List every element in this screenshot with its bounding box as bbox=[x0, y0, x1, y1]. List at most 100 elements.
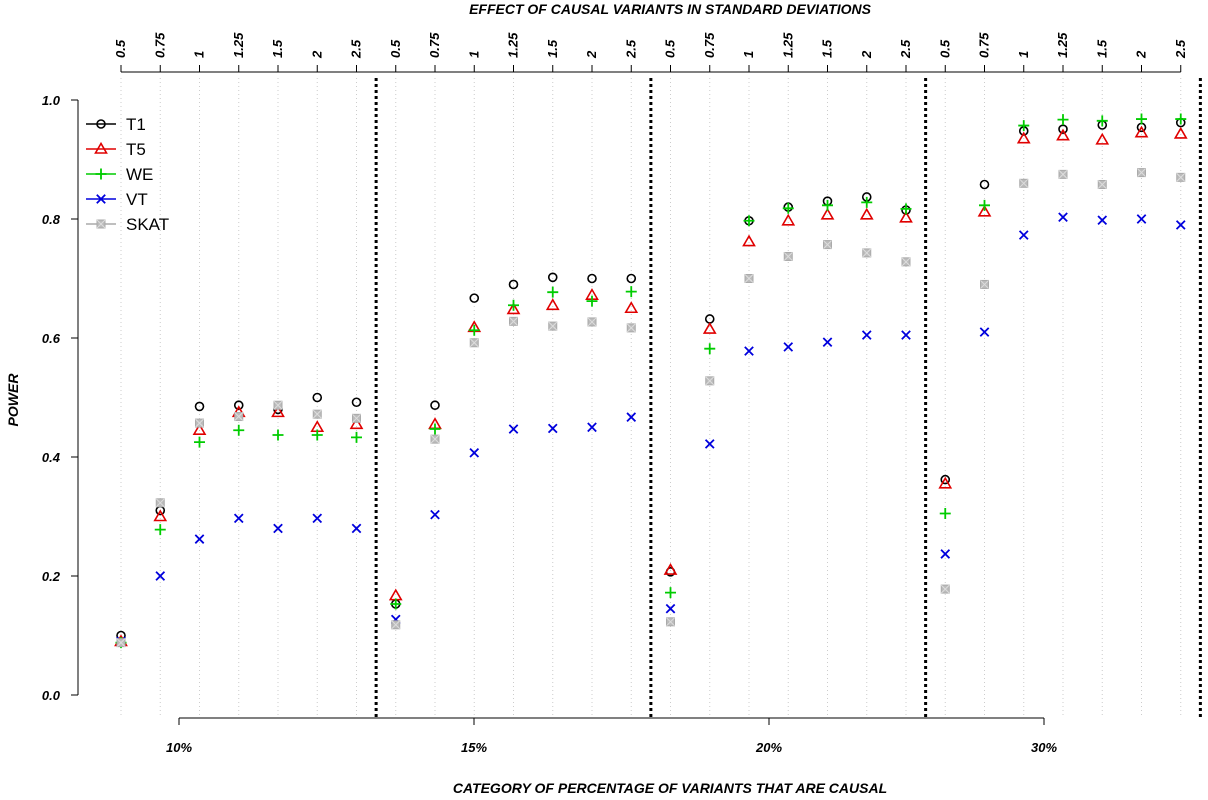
point-vt bbox=[312, 513, 323, 524]
point-vt bbox=[626, 412, 637, 422]
legend-marker-vt bbox=[96, 194, 106, 204]
top-tick-label: 1.25 bbox=[780, 32, 795, 58]
x-axis-title: CATEGORY OF PERCENTAGE OF VARIANTS THAT … bbox=[453, 780, 887, 796]
point-t5 bbox=[624, 301, 639, 314]
point-vt bbox=[469, 447, 480, 458]
point-vt bbox=[508, 424, 519, 434]
top-tick-label: 1.5 bbox=[545, 39, 560, 58]
y-tick-label: 1.0 bbox=[42, 93, 61, 108]
point-skat bbox=[666, 617, 675, 627]
point-t5 bbox=[781, 213, 796, 226]
point-skat bbox=[1058, 169, 1068, 179]
top-tick-label: 0.5 bbox=[937, 39, 952, 58]
x-tick-label: 20% bbox=[755, 740, 782, 755]
point-vt bbox=[1136, 214, 1147, 224]
y-tick-label: 0.4 bbox=[42, 450, 61, 465]
top-tick-label: 1 bbox=[741, 51, 756, 58]
top-tick-label: 1.5 bbox=[270, 39, 285, 58]
point-we bbox=[468, 324, 480, 336]
y-axis-title: POWER bbox=[5, 373, 21, 427]
top-tick-label: 0.5 bbox=[388, 39, 403, 58]
point-we bbox=[1096, 115, 1108, 127]
point-vt bbox=[704, 439, 715, 449]
point-skat bbox=[1097, 179, 1107, 189]
point-we bbox=[939, 508, 951, 520]
point-skat bbox=[548, 321, 558, 331]
point-vt bbox=[547, 423, 558, 434]
point-t1 bbox=[351, 397, 362, 408]
point-t5 bbox=[702, 321, 717, 334]
point-we bbox=[900, 203, 912, 215]
top-tick-label: 1 bbox=[1016, 51, 1031, 58]
point-we bbox=[272, 429, 284, 441]
y-tick-label: 0.0 bbox=[42, 688, 61, 703]
point-skat bbox=[626, 323, 636, 333]
point-t1 bbox=[940, 474, 951, 485]
point-we bbox=[861, 196, 873, 208]
legend-label-we: WE bbox=[126, 165, 153, 184]
point-t5 bbox=[1173, 126, 1188, 139]
point-skat bbox=[469, 338, 479, 348]
point-skat bbox=[352, 413, 361, 423]
point-vt bbox=[233, 513, 244, 524]
point-we bbox=[233, 424, 245, 436]
legend-marker-t1 bbox=[96, 119, 106, 129]
axes: 0.5 0.75 1 1.25 1.5 2 2.5 0.5 0.75 1 1.25 1.5 2 2.5 0.… bbox=[42, 32, 1188, 755]
point-vt bbox=[587, 422, 597, 433]
top-axis-title: EFFECT OF CAUSAL VARIANTS IN STANDARD DE… bbox=[469, 1, 872, 17]
point-skat bbox=[116, 638, 126, 648]
point-vt bbox=[1018, 230, 1029, 240]
point-we bbox=[547, 286, 559, 298]
x-tick-label: 10% bbox=[166, 740, 192, 755]
point-we bbox=[782, 202, 794, 214]
point-skat bbox=[155, 498, 165, 508]
point-we bbox=[154, 524, 166, 536]
top-tick-label: 2 bbox=[309, 50, 324, 59]
point-t5 bbox=[820, 207, 835, 220]
point-t1 bbox=[626, 273, 637, 284]
point-t5 bbox=[349, 417, 364, 430]
top-tick-label: 2 bbox=[859, 50, 874, 59]
point-skat bbox=[783, 251, 793, 261]
top-tick-label: 0.5 bbox=[113, 39, 128, 58]
point-skat bbox=[823, 240, 832, 250]
x-tick-label: 30% bbox=[1031, 740, 1057, 755]
point-vt bbox=[1175, 220, 1186, 230]
top-tick-label: 0.5 bbox=[663, 39, 678, 58]
point-vt bbox=[744, 346, 754, 356]
point-skat bbox=[901, 257, 911, 267]
point-t5 bbox=[1016, 131, 1031, 144]
point-t5 bbox=[506, 302, 521, 315]
point-vt bbox=[783, 342, 794, 352]
top-tick-label: 2.5 bbox=[898, 39, 913, 59]
legend-label-vt: VT bbox=[126, 190, 148, 209]
point-vt bbox=[1097, 215, 1108, 226]
point-skat bbox=[430, 434, 440, 444]
point-t5 bbox=[153, 509, 168, 522]
point-we bbox=[1175, 113, 1187, 125]
point-we bbox=[351, 431, 362, 443]
point-we bbox=[1057, 114, 1069, 126]
point-vt bbox=[430, 509, 440, 520]
top-tick-label: 1.25 bbox=[506, 32, 521, 58]
point-t5 bbox=[192, 423, 207, 436]
point-t5 bbox=[663, 562, 678, 575]
point-we bbox=[704, 343, 716, 355]
top-tick-label: 1.25 bbox=[231, 32, 246, 58]
top-tick-label: 1 bbox=[466, 51, 481, 58]
point-skat bbox=[744, 274, 754, 283]
point-we bbox=[429, 423, 441, 435]
point-t1 bbox=[312, 392, 323, 403]
point-t5 bbox=[1095, 132, 1110, 145]
point-vt bbox=[979, 327, 990, 337]
point-t1 bbox=[469, 293, 480, 303]
point-we bbox=[311, 429, 323, 441]
point-t5 bbox=[545, 298, 560, 311]
point-vt bbox=[155, 571, 166, 581]
point-skat bbox=[273, 400, 283, 410]
point-skat bbox=[1019, 178, 1029, 188]
point-we bbox=[1018, 120, 1030, 132]
top-tick-label: 1.5 bbox=[820, 39, 835, 58]
point-vt bbox=[822, 337, 833, 348]
point-we bbox=[586, 295, 598, 307]
